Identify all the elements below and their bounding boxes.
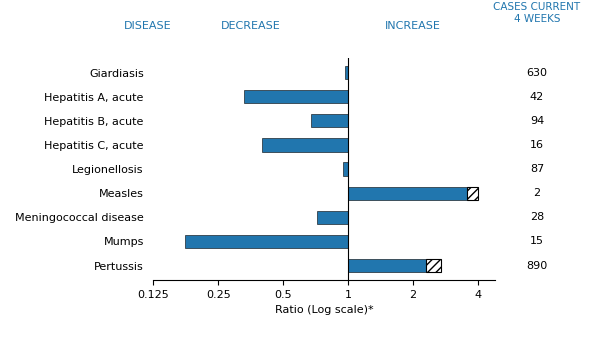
Text: 2: 2 [533,188,541,198]
X-axis label: Ratio (Log scale)*: Ratio (Log scale)* [275,305,374,315]
Text: 16: 16 [530,140,544,150]
Bar [348,259,426,272]
Bar [262,138,348,151]
Text: 87: 87 [530,164,544,174]
Text: 15: 15 [530,237,544,246]
Text: DISEASE: DISEASE [124,21,171,31]
Text: DECREASE: DECREASE [221,21,281,31]
Bar [426,259,441,272]
Text: INCREASE: INCREASE [385,21,441,31]
Text: 630: 630 [526,67,547,78]
Bar [348,187,467,200]
Bar [345,66,348,79]
Bar [244,90,348,103]
Bar [311,114,348,127]
Text: 42: 42 [530,92,544,102]
Text: 94: 94 [530,116,544,126]
Bar [467,187,478,200]
Bar [343,162,348,176]
Bar [317,211,348,224]
Text: CASES CURRENT
4 WEEKS: CASES CURRENT 4 WEEKS [493,3,581,24]
Bar [185,235,348,248]
Text: 890: 890 [526,261,548,271]
Text: 28: 28 [530,212,544,222]
